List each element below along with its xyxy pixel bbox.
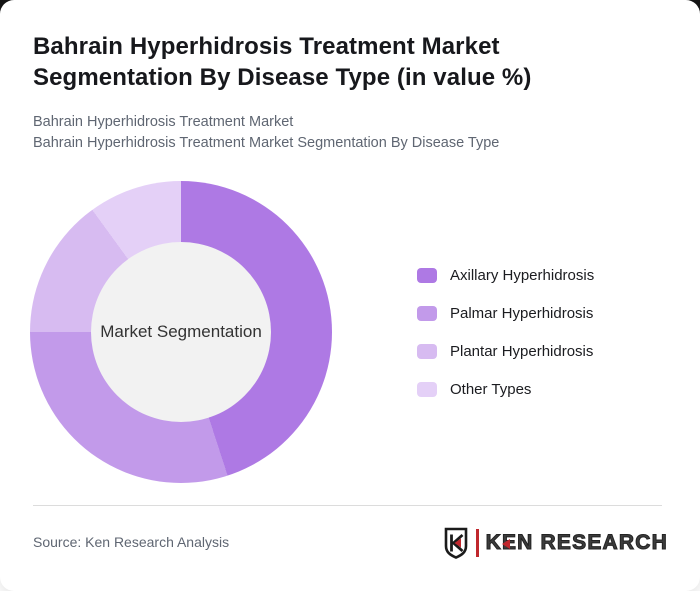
chart-subtitles: Bahrain Hyperhidrosis Treatment Market B… xyxy=(33,112,653,154)
legend-item-other: Other Types xyxy=(417,378,594,401)
legend-item-plantar: Plantar Hyperhidrosis xyxy=(417,340,594,363)
subtitle-line-2: Bahrain Hyperhidrosis Treatment Market S… xyxy=(33,135,500,151)
legend-label-palmar: Palmar Hyperhidrosis xyxy=(450,305,594,322)
legend-label-plantar: Plantar Hyperhidrosis xyxy=(450,343,594,360)
ken-research-logo: KEN RESEARCH xyxy=(443,526,668,560)
legend-label-other: Other Types xyxy=(450,381,532,398)
legend-item-palmar: Palmar Hyperhidrosis xyxy=(417,302,594,325)
legend-item-axillary: Axillary Hyperhidrosis xyxy=(417,264,594,287)
page-title: Bahrain Hyperhidrosis Treatment Market S… xyxy=(33,33,532,91)
legend-swatch-axillary xyxy=(417,268,437,283)
legend-label-axillary: Axillary Hyperhidrosis xyxy=(450,267,595,284)
donut-center: Market Segmentation xyxy=(91,242,271,422)
footer-divider xyxy=(33,505,662,506)
logo-wordmark-text: KEN RESEARCH xyxy=(485,531,668,555)
legend-swatch-plantar xyxy=(417,344,437,359)
donut-center-label: Market Segmentation xyxy=(100,322,262,341)
chart-legend: Axillary Hyperhidrosis Palmar Hyperhidro… xyxy=(417,264,594,401)
donut-chart: Market Segmentation xyxy=(30,181,332,483)
logo-wordmark: KEN RESEARCH xyxy=(485,531,668,555)
legend-swatch-palmar xyxy=(417,306,437,321)
subtitle-line-1: Bahrain Hyperhidrosis Treatment Market xyxy=(33,114,294,130)
ken-research-shield-icon xyxy=(444,527,468,559)
logo-divider-bar xyxy=(476,529,479,557)
source-note: Source: Ken Research Analysis xyxy=(33,534,230,550)
logo-k-triangle-icon xyxy=(501,539,510,549)
legend-swatch-other xyxy=(417,382,437,397)
